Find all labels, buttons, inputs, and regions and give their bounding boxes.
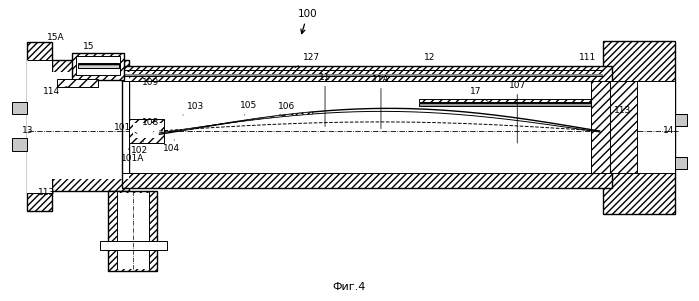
Text: 113: 113 (614, 106, 631, 115)
Bar (122, 81, 612, 173)
Text: 109: 109 (142, 73, 160, 87)
Bar (603, 81, 675, 173)
Text: 105: 105 (240, 101, 257, 115)
Polygon shape (108, 191, 157, 271)
Bar (675, 157, 687, 169)
Text: 11: 11 (319, 73, 331, 126)
Text: 111: 111 (579, 53, 596, 67)
Polygon shape (610, 81, 637, 173)
Bar (117, 193, 149, 269)
Bar (133, 123, 161, 138)
Polygon shape (49, 60, 129, 191)
Text: 100: 100 (298, 9, 317, 34)
Text: 106: 106 (278, 102, 295, 115)
Polygon shape (129, 119, 164, 143)
Text: 15: 15 (82, 42, 94, 51)
Text: 12: 12 (420, 53, 435, 68)
Polygon shape (591, 81, 610, 173)
Polygon shape (108, 70, 603, 71)
Bar (12, 102, 27, 114)
Polygon shape (419, 103, 600, 106)
Polygon shape (122, 66, 612, 81)
Bar (27, 60, 52, 193)
Text: 15A: 15A (48, 33, 65, 42)
Text: 17: 17 (470, 87, 488, 101)
Bar (12, 138, 27, 150)
Text: 127: 127 (295, 53, 319, 68)
Text: 101A: 101A (121, 149, 145, 163)
Text: 108: 108 (142, 118, 159, 132)
Text: 104: 104 (163, 140, 180, 154)
Polygon shape (419, 99, 600, 102)
Polygon shape (27, 42, 52, 211)
Bar (57, 79, 98, 87)
Text: 102: 102 (131, 141, 148, 155)
Text: 103: 103 (183, 102, 204, 115)
Bar (52, 72, 129, 179)
Polygon shape (108, 74, 603, 76)
Polygon shape (72, 53, 124, 80)
Text: 101: 101 (114, 123, 137, 133)
Text: 11A: 11A (372, 75, 390, 129)
Bar (675, 114, 687, 126)
Polygon shape (122, 173, 612, 188)
Text: 14: 14 (663, 126, 674, 135)
Text: 107: 107 (509, 81, 526, 143)
Bar (100, 241, 167, 250)
Polygon shape (603, 41, 675, 214)
Bar (78, 63, 119, 68)
Text: 13: 13 (22, 126, 34, 135)
Bar (76, 56, 120, 75)
Text: 114: 114 (43, 86, 67, 96)
Text: 113: 113 (38, 188, 56, 197)
Text: Фиг.4: Фиг.4 (333, 281, 366, 292)
